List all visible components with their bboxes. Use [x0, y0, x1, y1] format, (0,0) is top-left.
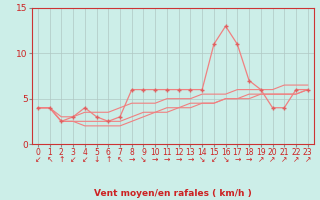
Text: ↗: ↗: [281, 155, 287, 164]
Text: →: →: [152, 155, 158, 164]
Text: ↙: ↙: [211, 155, 217, 164]
Text: ↖: ↖: [46, 155, 53, 164]
Text: ↙: ↙: [70, 155, 76, 164]
Text: ↘: ↘: [222, 155, 229, 164]
Text: →: →: [164, 155, 170, 164]
Text: ↖: ↖: [117, 155, 123, 164]
Text: ↑: ↑: [58, 155, 65, 164]
Text: ↗: ↗: [269, 155, 276, 164]
Text: →: →: [246, 155, 252, 164]
Text: ↘: ↘: [140, 155, 147, 164]
Text: ↑: ↑: [105, 155, 111, 164]
Text: →: →: [175, 155, 182, 164]
Text: ↗: ↗: [258, 155, 264, 164]
Text: ↓: ↓: [93, 155, 100, 164]
Text: ↗: ↗: [305, 155, 311, 164]
Text: ↗: ↗: [293, 155, 299, 164]
Text: ↙: ↙: [35, 155, 41, 164]
Text: ↘: ↘: [199, 155, 205, 164]
Text: →: →: [234, 155, 241, 164]
Text: →: →: [187, 155, 194, 164]
Text: ↙: ↙: [82, 155, 88, 164]
Text: Vent moyen/en rafales ( km/h ): Vent moyen/en rafales ( km/h ): [94, 189, 252, 198]
Text: →: →: [129, 155, 135, 164]
